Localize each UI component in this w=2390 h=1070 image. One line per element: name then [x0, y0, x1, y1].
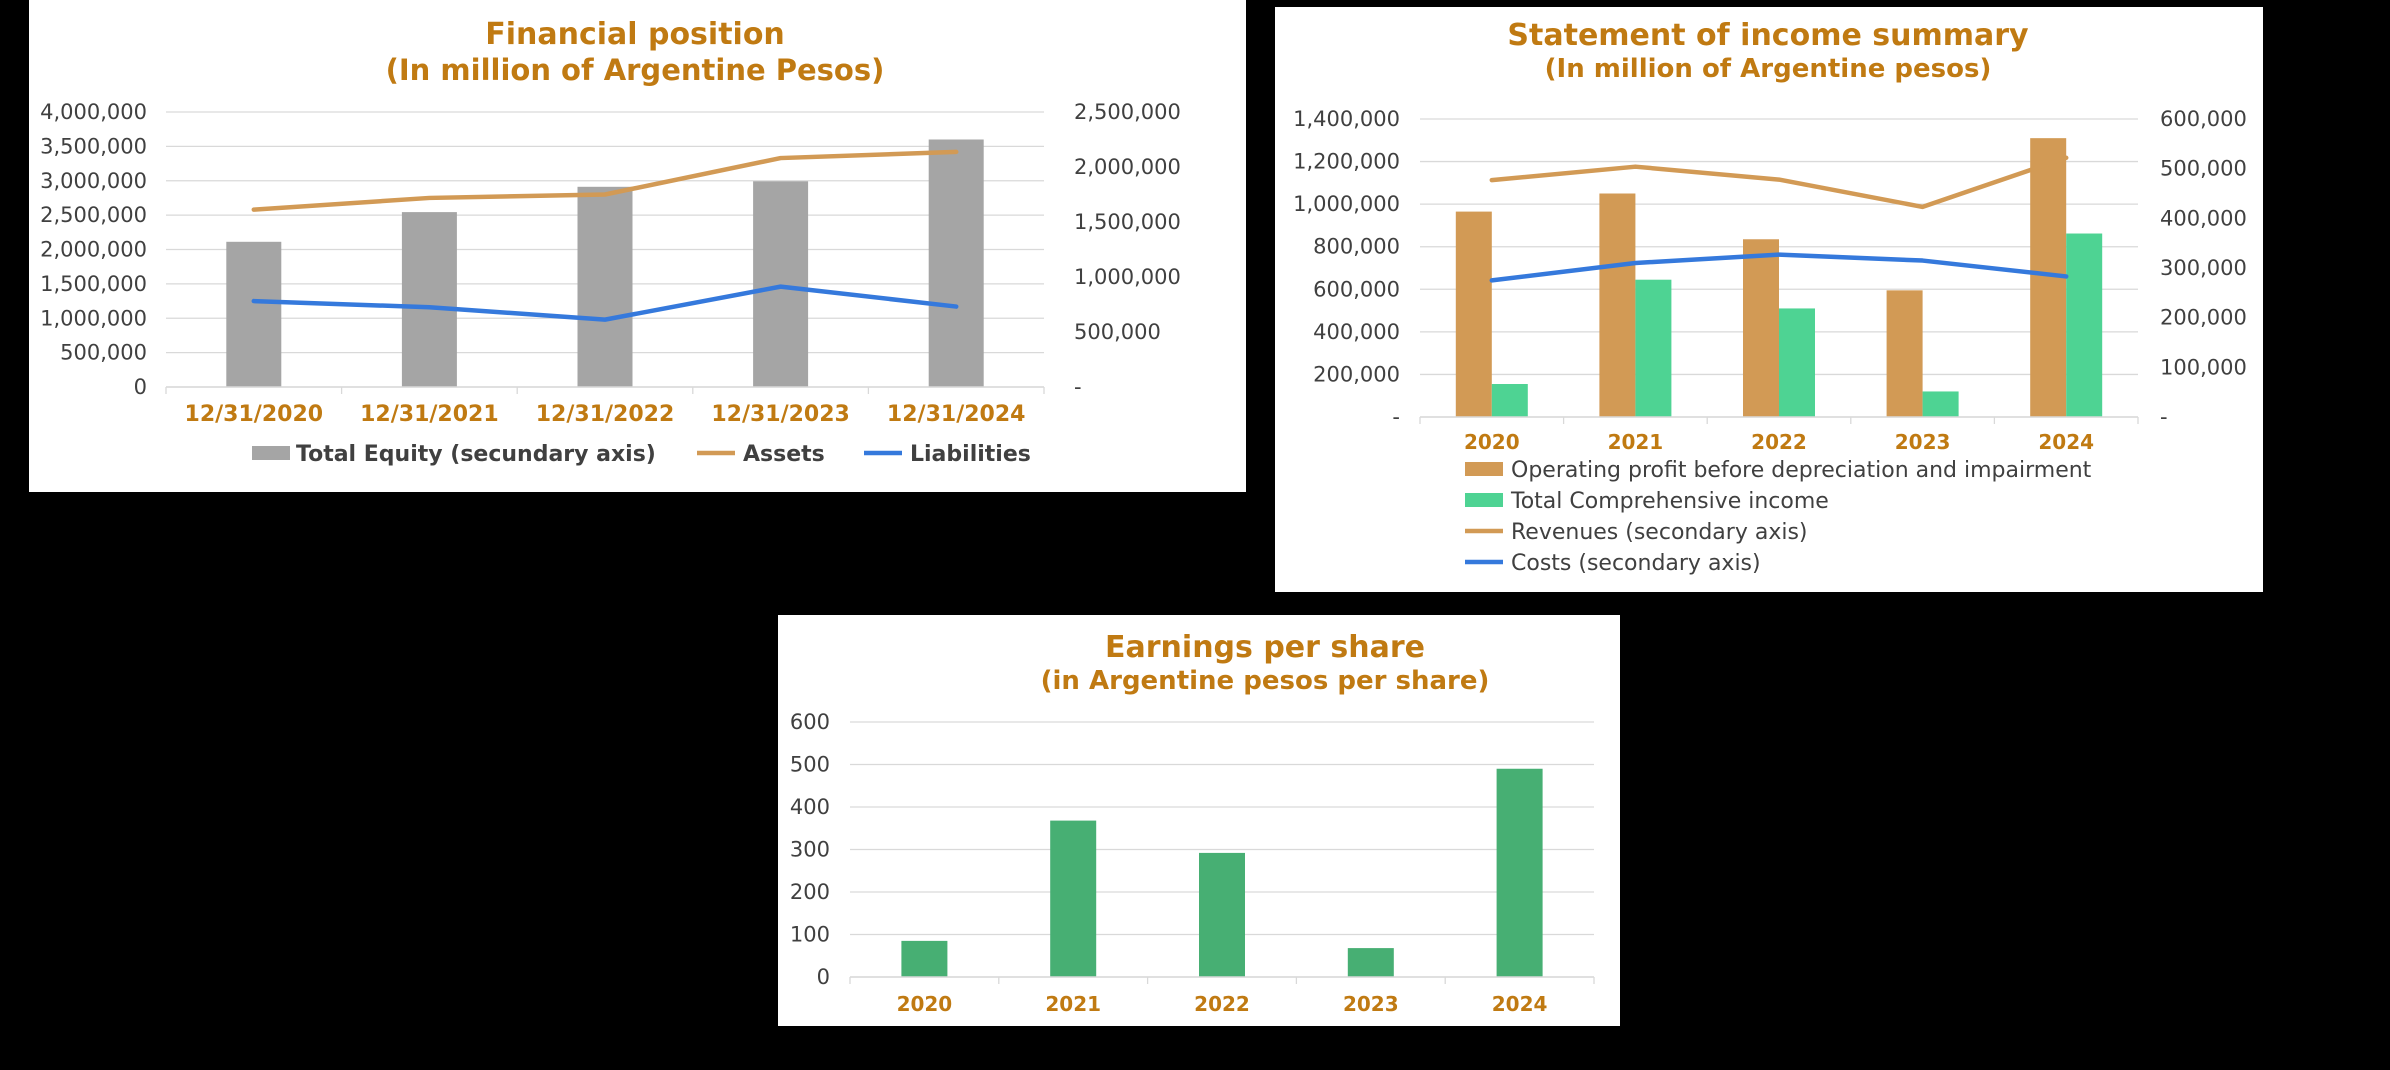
bar-total-equity-secundary-axis-12/31/2023 [753, 181, 809, 387]
line-costs-secondary-axis [1489, 252, 2069, 283]
y-axis-tick-label: 0 [134, 375, 147, 399]
y-axis-tick-label: 200 [790, 880, 830, 904]
chart-subtitle: (in Argentine pesos per share) [1041, 666, 1490, 696]
bar-total-comprehensive-income-2023 [1922, 391, 1959, 417]
bar-value-2023 [1347, 948, 1394, 977]
y-axis-tick-label: 500,000 [60, 341, 147, 365]
y-axis-tick-label: 100 [790, 923, 830, 947]
x-axis-tick-label: 2021 [1608, 430, 1664, 454]
secondary-y-axis-tick-label: 300,000 [2160, 256, 2247, 280]
y-axis-tick-label: 1,000,000 [1293, 192, 1400, 216]
x-axis-tick-label: 2020 [1464, 430, 1520, 454]
bar-value-2021 [1050, 820, 1097, 977]
x-axis-tick-label: 12/31/2024 [887, 402, 1026, 427]
y-axis-tick-label: 2,500,000 [40, 203, 147, 227]
bar-total-equity-secundary-axis-12/31/2022 [577, 186, 633, 387]
x-axis-tick-label: 2024 [2038, 430, 2094, 454]
bar-total-comprehensive-income-2022 [1779, 308, 1815, 417]
earnings-per-share-chart: Earnings per share (in Argentine pesos p… [790, 630, 1595, 1016]
x-axis-tick-label: 2023 [1343, 992, 1399, 1016]
bar-total-equity-secundary-axis-12/31/2020 [226, 241, 282, 387]
legend-label-revenues-secondary-axis: Revenues (secondary axis) [1511, 520, 1808, 545]
line-revenues-secondary-axis [1489, 155, 2069, 210]
y-axis-tick-label: 500 [790, 753, 830, 777]
financial-position-chart: Financial position (In million of Argent… [40, 17, 1181, 467]
y-axis-tick-label: 300 [790, 838, 830, 862]
x-axis-tick-label: 12/31/2023 [711, 402, 850, 427]
y-axis-tick-label: 400 [790, 795, 830, 819]
legend-swatch-total-comprehensive-income [1465, 493, 1503, 507]
chart-subtitle: (In million of Argentine pesos) [1545, 54, 1992, 84]
secondary-y-axis-tick-label: - [2160, 405, 2168, 429]
x-axis-tick-label: 2023 [1895, 430, 1951, 454]
y-axis-tick-label: - [1392, 405, 1400, 429]
y-axis-tick-label: 2,000,000 [40, 238, 147, 262]
y-axis-tick-label: 3,000,000 [40, 169, 147, 193]
chart-title: Earnings per share [1105, 630, 1425, 665]
secondary-y-axis-tick-label: 1,000,000 [1074, 265, 1181, 289]
secondary-y-axis-tick-label: 2,500,000 [1074, 100, 1181, 124]
y-axis-tick-label: 3,500,000 [40, 134, 147, 158]
legend-label-total-comprehensive-income: Total Comprehensive income [1510, 489, 1829, 514]
bar-total-equity-secundary-axis-12/31/2024 [928, 139, 984, 387]
chart-title: Financial position [485, 17, 785, 52]
bar-value-2024 [1496, 768, 1543, 977]
legend-label-total-equity: Total Equity (secundary axis) [296, 442, 656, 467]
bar-operating-profit-before-depreciation-and-impairment-2021 [1599, 193, 1636, 417]
earnings-per-share-panel: Earnings per share (in Argentine pesos p… [778, 615, 1620, 1026]
legend-label-assets: Assets [743, 442, 825, 467]
legend-label-liabilities: Liabilities [910, 442, 1031, 467]
x-axis-tick-label: 2021 [1045, 992, 1101, 1016]
bar-operating-profit-before-depreciation-and-impairment-2023 [1886, 290, 1923, 417]
legend-swatch-total-equity [252, 446, 290, 460]
secondary-y-axis-tick-label: 200,000 [2160, 306, 2247, 330]
x-axis-tick-label: 2024 [1492, 992, 1548, 1016]
y-axis-tick-label: 1,400,000 [1293, 107, 1400, 131]
bar-total-equity-secundary-axis-12/31/2021 [401, 212, 457, 387]
line-assets [251, 149, 959, 212]
x-axis-tick-label: 2020 [897, 992, 953, 1016]
chart-subtitle: (In million of Argentine Pesos) [386, 53, 885, 87]
secondary-y-axis-tick-label: 600,000 [2160, 107, 2247, 131]
y-axis-tick-label: 1,200,000 [1293, 150, 1400, 174]
financial-position-panel: Financial position (In million of Argent… [29, 0, 1246, 492]
chart-title: Statement of income summary [1507, 18, 2029, 53]
x-axis-tick-label: 12/31/2022 [536, 402, 675, 427]
x-axis-tick-label: 12/31/2020 [185, 402, 324, 427]
income-summary-chart: Statement of income summary (In million … [1293, 18, 2247, 576]
y-axis-tick-label: 800,000 [1313, 235, 1400, 259]
legend-label-costs-secondary-axis: Costs (secondary axis) [1511, 551, 1761, 576]
legend-label-operating-profit-before-depreciation-and-impairment: Operating profit before depreciation and… [1511, 458, 2092, 483]
income-summary-panel: Statement of income summary (In million … [1275, 7, 2263, 592]
bar-total-comprehensive-income-2021 [1635, 279, 1672, 417]
y-axis-tick-label: 4,000,000 [40, 100, 147, 124]
y-axis-tick-label: 200,000 [1313, 362, 1400, 386]
secondary-y-axis-tick-label: 400,000 [2160, 206, 2247, 230]
secondary-y-axis-tick-label: 500,000 [2160, 157, 2247, 181]
secondary-y-axis-tick-label: 100,000 [2160, 355, 2247, 379]
secondary-y-axis-tick-label: - [1074, 375, 1082, 399]
secondary-y-axis-tick-label: 500,000 [1074, 320, 1161, 344]
line-liabilities [251, 284, 959, 322]
secondary-y-axis-tick-label: 1,500,000 [1074, 210, 1181, 234]
y-axis-tick-label: 1,500,000 [40, 272, 147, 296]
x-axis-tick-label: 2022 [1194, 992, 1250, 1016]
x-axis-tick-label: 12/31/2021 [360, 402, 499, 427]
bar-value-2020 [901, 940, 948, 977]
x-axis-tick-label: 2022 [1751, 430, 1807, 454]
y-axis-tick-label: 1,000,000 [40, 306, 147, 330]
legend-swatch-operating-profit-before-depreciation-and-impairment [1465, 462, 1503, 476]
bar-total-comprehensive-income-2024 [2066, 233, 2103, 417]
y-axis-tick-label: 600,000 [1313, 277, 1400, 301]
secondary-y-axis-tick-label: 2,000,000 [1074, 155, 1181, 179]
y-axis-tick-label: 600 [790, 710, 830, 734]
bar-operating-profit-before-depreciation-and-impairment-2020 [1455, 211, 1492, 417]
bar-value-2022 [1199, 852, 1245, 977]
bar-total-comprehensive-income-2020 [1491, 384, 1528, 417]
y-axis-tick-label: 0 [817, 965, 830, 989]
y-axis-tick-label: 400,000 [1313, 320, 1400, 344]
bar-operating-profit-before-depreciation-and-impairment-2022 [1743, 239, 1779, 417]
